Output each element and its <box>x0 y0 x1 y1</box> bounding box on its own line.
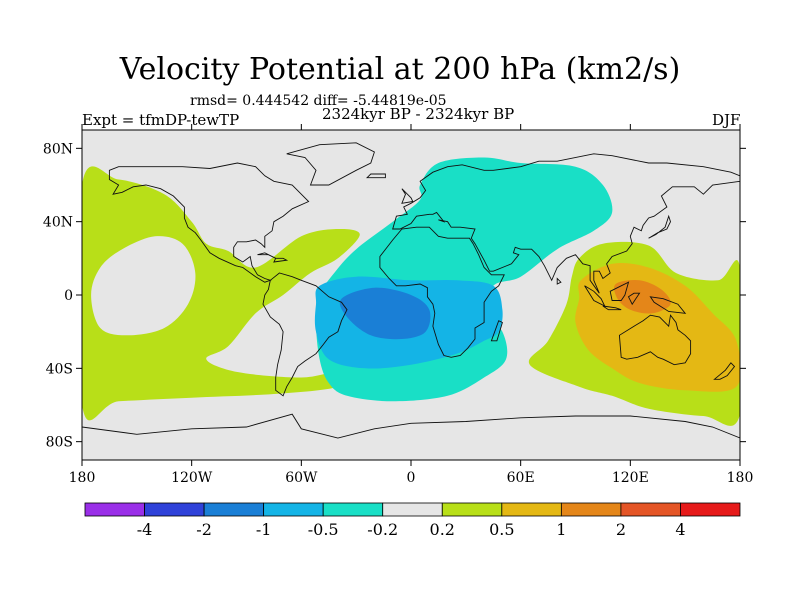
region-indonesia-core <box>614 280 671 314</box>
coastline <box>584 285 606 308</box>
coastline <box>556 277 562 285</box>
y-axis: 80N 40N 0 40S 80S <box>43 141 746 451</box>
x-tick-label: 120E <box>612 470 649 486</box>
coastline <box>286 142 375 186</box>
x-tick-label: 180 <box>69 470 96 486</box>
colorbar-label: 0.2 <box>430 520 455 539</box>
x-tick-label: 120W <box>171 470 213 486</box>
colorbar: -4 -2 -1 -0.5 -0.2 0.2 0.5 1 2 4 <box>84 502 741 539</box>
colorbar-label: -1 <box>256 520 272 539</box>
colorbar-label: -2 <box>196 520 212 539</box>
stats-line: rmsd= 0.444542 diff= -5.44819e-05 <box>190 93 447 109</box>
y-tick-label: 80N <box>43 141 73 157</box>
colorbar-swatch <box>322 502 384 517</box>
x-tick-label: 0 <box>407 470 416 486</box>
coastline <box>108 162 310 283</box>
coastline <box>713 362 736 380</box>
colorbar-swatch <box>382 502 443 517</box>
colorbar-label: 4 <box>675 520 685 539</box>
colorbar-swatch <box>263 502 324 517</box>
colorbar-label: -0.2 <box>367 520 398 539</box>
period-label: 2324kyr BP - 2324kyr BP <box>322 105 515 123</box>
x-tick-label: 60E <box>507 470 535 486</box>
colorbar-swatch <box>441 502 503 517</box>
x-tick-label: 60W <box>285 470 318 486</box>
coastline <box>649 296 687 314</box>
y-tick-label: 40N <box>43 215 73 231</box>
season-label: DJF <box>712 111 741 129</box>
region-atlantic-core <box>339 287 431 340</box>
coastline <box>609 281 630 301</box>
x-axis: 180 120W 60W 0 60E 120E 180 <box>69 124 754 486</box>
coastline <box>366 173 386 179</box>
coastline <box>392 153 740 294</box>
chart-title: Velocity Potential at 200 hPa (km2/s) <box>119 52 681 87</box>
y-tick-label: 40S <box>46 361 73 377</box>
coastlines <box>82 142 740 439</box>
colorbar-label: 0.5 <box>489 520 514 539</box>
colorbar-swatch <box>203 502 265 517</box>
colorbar-label: -4 <box>137 520 153 539</box>
x-tick-label: 180 <box>727 470 754 486</box>
coastline <box>490 320 503 342</box>
colorbar-swatch <box>620 502 681 517</box>
colorbar-swatch <box>680 502 741 517</box>
coastline <box>602 305 622 311</box>
contour-regions <box>82 157 740 426</box>
colorbar-label: 1 <box>556 520 566 539</box>
y-tick-label: 80S <box>46 435 73 451</box>
coastline <box>262 272 348 397</box>
colorbar-swatch <box>501 502 562 517</box>
coastline <box>618 314 692 366</box>
coastline <box>648 214 671 239</box>
y-tick-label: 0 <box>64 288 73 304</box>
colorbar-swatch <box>84 502 145 517</box>
colorbar-swatch <box>560 502 622 517</box>
colorbar-swatch <box>144 502 205 517</box>
region-central-pacific-positive <box>82 166 360 421</box>
experiment-label: Expt = tfmDP-tewTP <box>82 111 240 129</box>
colorbar-label: 2 <box>616 520 626 539</box>
coastline <box>379 226 505 358</box>
coastline <box>401 188 414 204</box>
colorbar-label: -0.5 <box>308 520 339 539</box>
coastline <box>82 413 740 439</box>
region-north-pacific-neutral-hole <box>91 236 196 336</box>
coastline <box>273 257 289 263</box>
coastline <box>627 292 641 306</box>
